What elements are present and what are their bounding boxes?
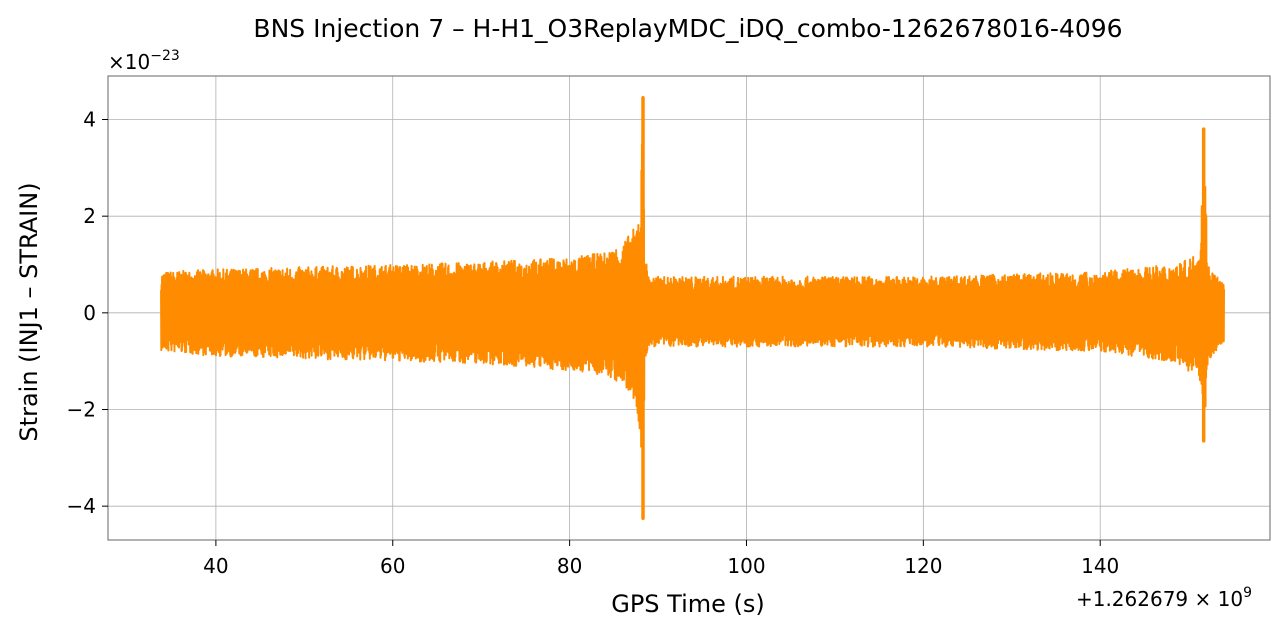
- x-tick-label: 80: [557, 554, 582, 578]
- x-tick-label: 100: [727, 554, 765, 578]
- x-tick-label: 40: [203, 554, 228, 578]
- y-offset-text: ×10−23: [108, 48, 180, 74]
- y-offset-exponent: −23: [150, 48, 180, 64]
- y-tick-label: 4: [83, 108, 96, 132]
- x-offset-prefix: +1.262679 × 10: [1076, 587, 1243, 611]
- data-series: [160, 96, 1226, 520]
- plot-frame: [107, 75, 1271, 541]
- x-tick-label: 120: [904, 554, 942, 578]
- x-tick-label: 60: [380, 554, 405, 578]
- x-tick-label: 140: [1081, 554, 1119, 578]
- chart-title: BNS Injection 7 – H-H1_O3ReplayMDC_iDQ_c…: [253, 14, 1122, 43]
- y-axis-label: Strain (INJ1 – STRAIN): [15, 182, 43, 441]
- y-tick-label: −2: [67, 398, 96, 422]
- y-axis: −4 −2 0 2 4: [67, 108, 108, 518]
- y-offset-prefix: ×10: [108, 50, 150, 74]
- x-offset-exponent: 9: [1243, 585, 1252, 601]
- y-tick-label: 0: [83, 301, 96, 325]
- x-axis: 40 60 80 100 120 140: [203, 540, 1119, 578]
- strain-trace: [160, 132, 1226, 467]
- y-tick-label: 2: [83, 204, 96, 228]
- x-offset-text: +1.262679 × 109: [1076, 585, 1252, 611]
- y-tick-label: −4: [67, 494, 96, 518]
- x-axis-label: GPS Time (s): [611, 590, 765, 618]
